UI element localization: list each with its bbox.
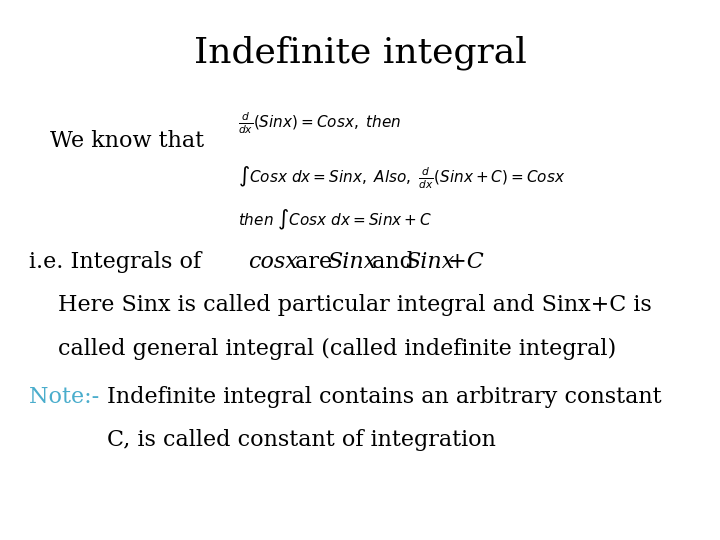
Text: Indefinite integral contains an arbitrary constant: Indefinite integral contains an arbitrar…	[107, 386, 661, 408]
Text: Sinx: Sinx	[405, 251, 454, 273]
Text: and: and	[365, 251, 421, 273]
Text: Indefinite integral: Indefinite integral	[194, 35, 526, 70]
Text: $\int Cosx\ dx = Sinx,\ Also,\ \frac{d}{dx}(Sinx+C) = Cosx$: $\int Cosx\ dx = Sinx,\ Also,\ \frac{d}{…	[238, 165, 565, 191]
Text: i.e. Integrals of: i.e. Integrals of	[29, 251, 208, 273]
Text: called general integral (called indefinite integral): called general integral (called indefini…	[58, 338, 616, 360]
Text: $then\ \int Cosx\ dx = Sinx + C$: $then\ \int Cosx\ dx = Sinx + C$	[238, 208, 432, 232]
Text: C, is called constant of integration: C, is called constant of integration	[107, 429, 495, 451]
Text: We know that: We know that	[50, 130, 204, 152]
Text: are: are	[288, 251, 339, 273]
Text: Sinx: Sinx	[328, 251, 377, 273]
Text: $\frac{d}{dx}(Sinx) = Cosx,\ then$: $\frac{d}{dx}(Sinx) = Cosx,\ then$	[238, 111, 401, 136]
Text: cosx: cosx	[248, 251, 298, 273]
Text: Here Sinx is called particular integral and Sinx+C is: Here Sinx is called particular integral …	[58, 294, 652, 316]
Text: +C: +C	[441, 251, 484, 273]
Text: Note:-: Note:-	[29, 386, 106, 408]
